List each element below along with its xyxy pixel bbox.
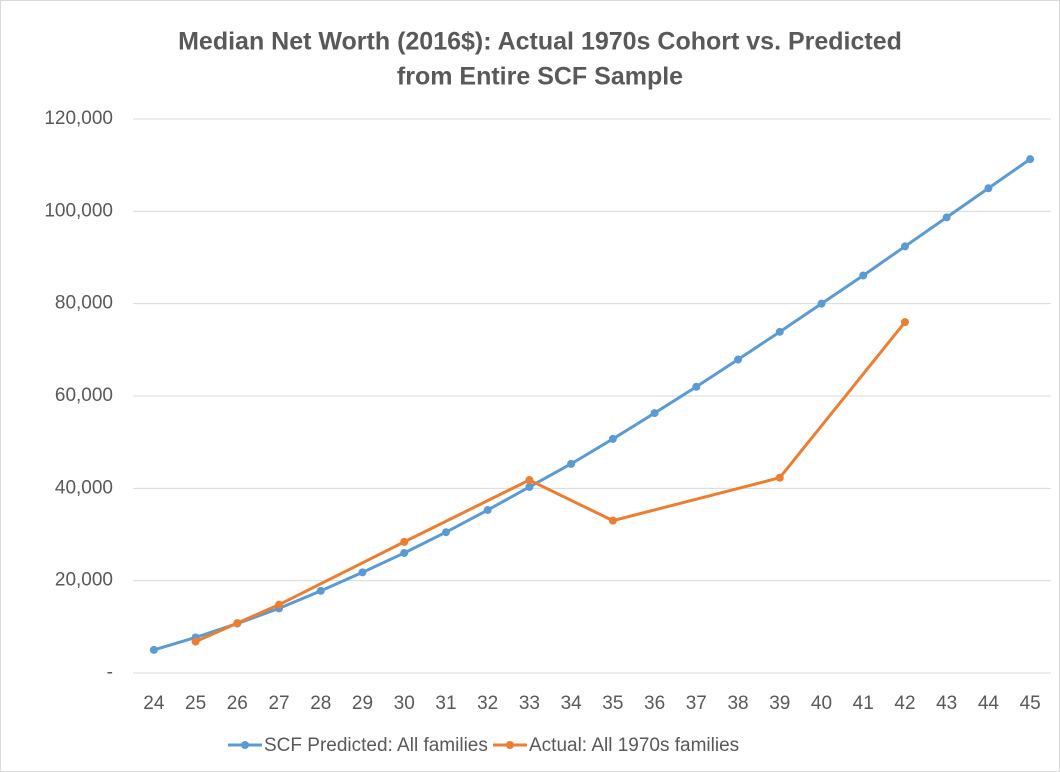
- data-point: [275, 600, 284, 609]
- data-point: [400, 537, 409, 546]
- y-tick-label: 120,000: [44, 108, 113, 129]
- x-tick-label: 43: [936, 693, 957, 714]
- series-line: [153, 157, 1031, 652]
- x-tick-label: 24: [143, 693, 165, 714]
- x-tick-label: 44: [978, 693, 1000, 714]
- data-point: [233, 619, 242, 628]
- data-point: [441, 528, 450, 537]
- data-point: [942, 213, 951, 222]
- legend-marker: [506, 741, 514, 749]
- data-point: [775, 327, 784, 336]
- data-point: [191, 637, 200, 646]
- data-point: [400, 548, 409, 557]
- data-point: [358, 568, 367, 577]
- data-point: [900, 242, 909, 251]
- data-point: [817, 299, 826, 308]
- data-point: [316, 586, 325, 595]
- y-tick-label: 60,000: [55, 385, 113, 406]
- x-tick-label: 42: [894, 693, 915, 714]
- data-point: [900, 318, 909, 327]
- x-tick-label: 36: [644, 693, 665, 714]
- data-point: [650, 409, 659, 418]
- data-point: [734, 355, 743, 364]
- data-point: [567, 459, 576, 468]
- y-tick-label: 100,000: [44, 200, 113, 221]
- x-tick-label: 39: [769, 693, 790, 714]
- x-tick-label: 37: [686, 693, 707, 714]
- data-point: [692, 382, 701, 391]
- y-tick-label: 20,000: [55, 570, 113, 591]
- data-point: [525, 476, 534, 485]
- x-tick-label: 33: [519, 693, 540, 714]
- x-tick-label: 26: [227, 693, 248, 714]
- data-point: [483, 506, 492, 515]
- y-tick-label: 40,000: [55, 477, 113, 498]
- x-tick-label: 34: [561, 693, 583, 714]
- data-point: [775, 473, 784, 482]
- x-tick-label: 40: [811, 693, 832, 714]
- x-tick-label: 30: [394, 693, 415, 714]
- data-point: [608, 516, 617, 525]
- x-tick-label: 32: [477, 693, 498, 714]
- x-tick-label: 29: [352, 693, 373, 714]
- data-point: [149, 645, 158, 654]
- legend-label: SCF Predicted: All families: [264, 735, 488, 756]
- chart-title: from Entire SCF Sample: [397, 63, 683, 91]
- x-tick-label: 41: [853, 693, 874, 714]
- x-tick-label: 45: [1020, 693, 1041, 714]
- chart-title: Median Net Worth (2016$): Actual 1970s C…: [178, 28, 902, 56]
- y-tick-label: 80,000: [55, 293, 113, 314]
- legend-marker: [241, 741, 249, 749]
- data-point: [608, 434, 617, 443]
- x-tick-label: 38: [727, 693, 748, 714]
- data-point: [525, 482, 534, 491]
- y-tick-label: -: [107, 662, 113, 683]
- data-point: [859, 271, 868, 280]
- data-point: [1026, 155, 1035, 164]
- legend-label: Actual: All 1970s families: [529, 735, 739, 756]
- x-tick-label: 28: [310, 693, 331, 714]
- series-line: [194, 321, 907, 643]
- x-tick-label: 25: [185, 693, 206, 714]
- x-tick-label: 27: [268, 693, 289, 714]
- data-point: [984, 184, 993, 193]
- x-tick-label: 35: [602, 693, 623, 714]
- x-tick-label: 31: [435, 693, 456, 714]
